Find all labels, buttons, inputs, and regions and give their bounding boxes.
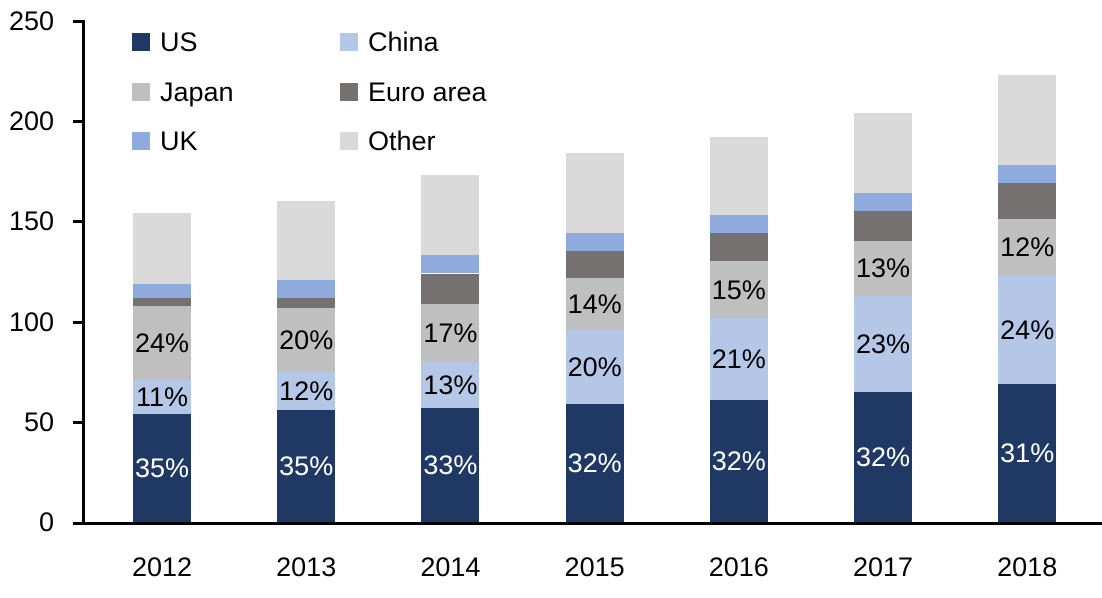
bar-segment-euro-area (998, 183, 1056, 220)
bar-segment-euro-area (710, 233, 768, 262)
x-tick-label: 2014 (420, 552, 481, 582)
bar-segment-euro-area (133, 297, 191, 306)
y-tick-label: 0 (38, 507, 54, 537)
bar-segment-other (710, 137, 768, 216)
y-tick-label: 150 (8, 206, 54, 237)
bar-segment-uk (566, 233, 624, 252)
bar-segment-china (998, 275, 1056, 384)
y-axis-line (82, 20, 85, 525)
bar-segment-us (133, 413, 191, 522)
bar-segment-japan (998, 219, 1056, 276)
bar-segment-japan (566, 277, 624, 330)
bar-segment-uk (854, 193, 912, 212)
bar-segment-uk (998, 165, 1056, 184)
y-tick-mark (73, 420, 82, 424)
bar-segment-japan (133, 305, 191, 380)
bar-segment-china (133, 379, 191, 414)
x-tick-label: 2016 (708, 552, 769, 582)
y-tick-label: 100 (8, 306, 54, 337)
legend-label-uk: UK (160, 126, 198, 156)
legend-swatch-us (132, 33, 150, 51)
bar-segment-japan (710, 261, 768, 318)
x-axis-line (73, 522, 1102, 525)
bar-segment-japan (854, 241, 912, 296)
bar-segment-us (998, 383, 1056, 522)
y-tick-label: 250 (8, 6, 54, 36)
bar-segment-us (421, 407, 479, 522)
legend-label-japan: Japan (160, 77, 234, 107)
x-tick-label: 2017 (852, 552, 914, 582)
bar-segment-china (421, 361, 479, 408)
bar-segment-us (566, 403, 624, 522)
legend-swatch-japan (132, 83, 150, 101)
bar-segment-us (854, 391, 912, 522)
legend-swatch-euro-area (340, 83, 358, 101)
bar-segment-euro-area (277, 297, 335, 308)
x-tick-label: 2018 (997, 552, 1058, 582)
legend-swatch-china (340, 33, 358, 51)
bar-segment-other (566, 153, 624, 234)
x-tick-label: 2012 (131, 552, 193, 582)
bar-segment-euro-area (421, 273, 479, 304)
legend-label-other: Other (368, 126, 436, 156)
bar-segment-other (133, 213, 191, 284)
legend-label-us: US (160, 27, 198, 57)
y-tick-label: 200 (8, 106, 54, 137)
bar-segment-us (277, 409, 335, 522)
bar-segment-other (277, 201, 335, 280)
bar-segment-other (854, 113, 912, 194)
legend-label-china: China (368, 27, 439, 57)
y-tick-mark (73, 220, 82, 224)
bar-segment-china (277, 371, 335, 410)
bar-segment-uk (710, 215, 768, 234)
bar-segment-uk (277, 279, 335, 298)
bar-segment-uk (421, 255, 479, 274)
y-tick-mark (73, 120, 82, 124)
legend-swatch-uk (132, 132, 150, 150)
bar-segment-china (854, 295, 912, 392)
bar-segment-euro-area (854, 211, 912, 242)
bar-segment-japan (421, 303, 479, 362)
legend-label-euro-area: Euro area (368, 77, 487, 107)
bar-segment-euro-area (566, 251, 624, 278)
bar-segment-us (710, 399, 768, 522)
y-tick-mark (73, 320, 82, 324)
y-tick-label: 50 (23, 406, 54, 437)
y-tick-mark (73, 20, 82, 23)
bar-segment-japan (277, 307, 335, 372)
legend-swatch-other (340, 132, 358, 150)
bar-segment-other (421, 175, 479, 256)
bar-segment-china (566, 329, 624, 404)
bar-segment-uk (133, 283, 191, 298)
bar-segment-other (998, 75, 1056, 166)
bar-segment-china (710, 317, 768, 400)
x-tick-label: 2015 (564, 552, 625, 582)
x-tick-label: 2013 (276, 552, 337, 582)
